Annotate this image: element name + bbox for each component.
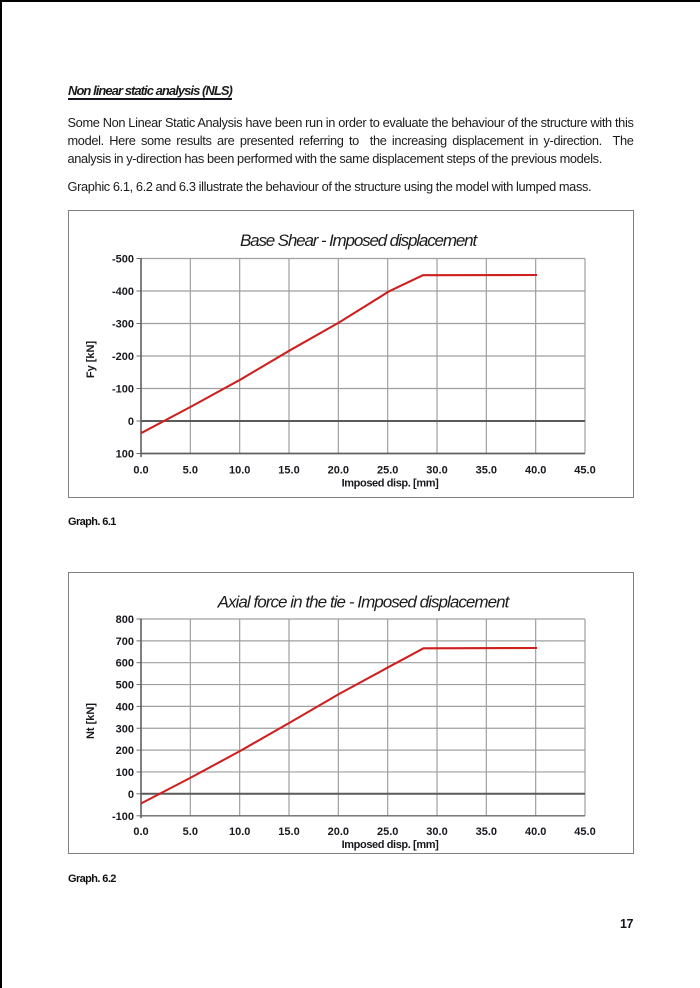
svg-text:Imposed disp. [mm]: Imposed disp. [mm] [342,478,439,490]
svg-text:35.0: 35.0 [476,465,497,477]
svg-text:0.0: 0.0 [133,465,148,477]
svg-text:25.0: 25.0 [377,826,398,838]
svg-text:10.0: 10.0 [229,465,250,477]
svg-text:40.0: 40.0 [525,826,546,838]
svg-text:600: 600 [116,658,134,670]
svg-text:Fy [kN]: Fy [kN] [85,341,97,379]
svg-text:0: 0 [128,416,134,428]
svg-text:20.0: 20.0 [328,465,349,477]
svg-text:-100: -100 [112,811,134,823]
svg-text:5.0: 5.0 [183,826,198,838]
svg-text:Base Shear - Imposed displacem: Base Shear - Imposed displacement [240,231,479,250]
svg-text:15.0: 15.0 [278,465,299,477]
svg-text:0.0: 0.0 [133,826,148,838]
svg-text:45.0: 45.0 [574,465,595,477]
svg-text:200: 200 [116,745,134,757]
svg-text:-300: -300 [112,319,134,331]
svg-text:30.0: 30.0 [426,465,447,477]
svg-text:15.0: 15.0 [278,826,299,838]
svg-text:700: 700 [116,636,134,648]
svg-text:Imposed disp. [mm]: Imposed disp. [mm] [342,839,439,851]
svg-text:500: 500 [116,680,134,692]
svg-text:300: 300 [116,723,134,735]
svg-text:-100: -100 [112,384,134,396]
svg-text:Nt [kN]: Nt [kN] [85,703,97,739]
svg-text:800: 800 [116,614,134,626]
svg-text:100: 100 [116,767,134,779]
svg-text:40.0: 40.0 [525,465,546,477]
svg-text:100: 100 [116,449,134,461]
svg-text:-200: -200 [112,351,134,363]
svg-text:-500: -500 [112,254,134,266]
svg-text:45.0: 45.0 [574,826,595,838]
svg-text:10.0: 10.0 [229,826,250,838]
svg-text:Axial force in the tie - Impos: Axial force in the tie - Imposed displac… [217,593,511,612]
svg-text:5.0: 5.0 [183,465,198,477]
svg-text:25.0: 25.0 [377,465,398,477]
svg-text:20.0: 20.0 [328,826,349,838]
svg-text:-400: -400 [112,286,134,298]
svg-text:0: 0 [128,789,134,801]
svg-text:400: 400 [116,701,134,713]
svg-text:35.0: 35.0 [476,826,497,838]
svg-text:30.0: 30.0 [426,826,447,838]
